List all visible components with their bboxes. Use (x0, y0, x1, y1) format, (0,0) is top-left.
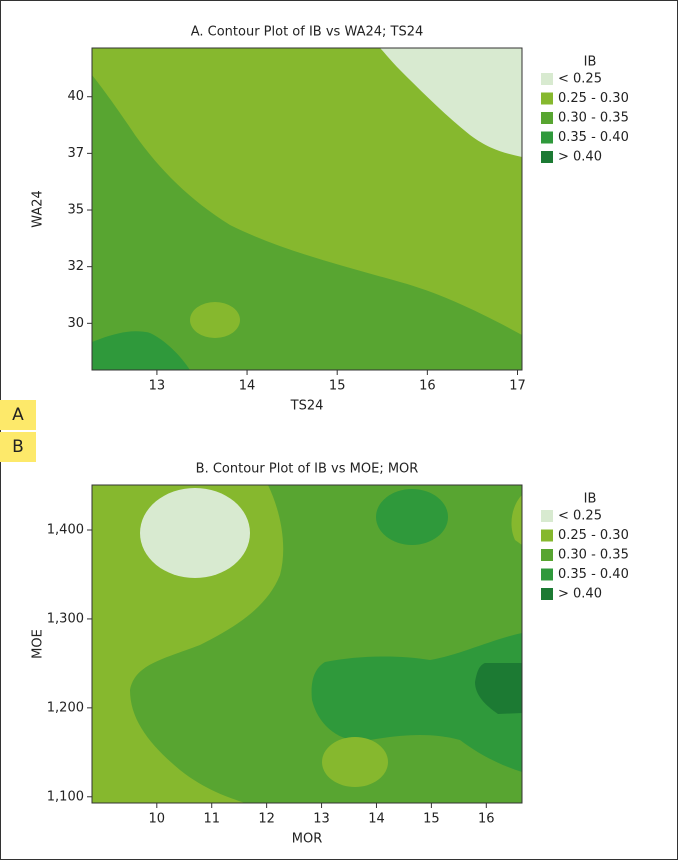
legend-title: IB (584, 55, 597, 70)
panel-label-box (0, 400, 36, 430)
plot-frame (91, 484, 523, 804)
legend-label: < 0.25 (558, 72, 602, 87)
chart-title: A. Contour Plot of IB vs WA24; TS24 (191, 25, 424, 40)
legend-swatch (541, 588, 553, 600)
contour-region (92, 331, 190, 370)
panel-b-regions (92, 485, 522, 803)
legend-swatch (541, 112, 553, 124)
legend-label: > 0.40 (558, 150, 602, 165)
x-tick-label: 11 (203, 812, 220, 827)
x-tick-label: 16 (419, 379, 436, 394)
y-tick-label: 30 (67, 316, 84, 331)
x-tick-label: 14 (368, 812, 385, 827)
y-tick-label: 1,100 (47, 789, 84, 804)
x-tick-label: 15 (423, 812, 440, 827)
plot-frame (91, 47, 523, 371)
contour-region (380, 48, 522, 157)
legend-swatch (541, 151, 553, 163)
y-tick-label: 1,200 (47, 700, 84, 715)
y-tick-label: 37 (67, 146, 84, 161)
contour-region (475, 663, 522, 714)
legend-label: > 0.40 (558, 587, 602, 602)
x-axis-title: MOR (292, 832, 322, 847)
x-tick-label: 13 (313, 812, 330, 827)
legend-label: 0.35 - 0.40 (558, 567, 629, 582)
legend-swatch (541, 529, 553, 542)
y-tick-label: 32 (67, 259, 84, 274)
panel-label-box (0, 432, 36, 462)
contour-region (322, 737, 388, 787)
panel-label: A (12, 405, 24, 425)
contour-region (92, 48, 522, 335)
y-axis-title: MOE (31, 629, 46, 659)
x-tick-label: 12 (258, 812, 275, 827)
contour-region (92, 485, 284, 803)
legend-swatch (541, 549, 553, 561)
legend-label: 0.35 - 0.40 (558, 130, 629, 145)
contour-region (190, 302, 240, 338)
legend-label: 0.25 - 0.30 (558, 91, 629, 106)
x-tick-label: 16 (478, 812, 495, 827)
legend-swatch (541, 73, 553, 85)
y-tick-label: 40 (67, 89, 84, 104)
y-tick-label: 35 (67, 203, 84, 218)
legend-label: 0.30 - 0.35 (558, 111, 629, 126)
legend-swatch (541, 510, 553, 522)
legend-label: < 0.25 (558, 509, 602, 524)
panel-label: B (12, 437, 24, 457)
contour-region (376, 489, 448, 545)
y-axis-title: WA24 (31, 190, 46, 228)
x-tick-label: 17 (509, 379, 526, 394)
contour-region (511, 495, 522, 545)
legend-title: IB (584, 492, 597, 507)
legend-swatch (541, 568, 553, 581)
contour-region (140, 488, 250, 578)
contour-region (311, 633, 522, 772)
x-tick-label: 10 (149, 812, 166, 827)
panel-a-regions (92, 48, 522, 370)
x-tick-label: 14 (239, 379, 256, 394)
x-tick-label: 15 (329, 379, 346, 394)
legend-swatch (541, 92, 553, 105)
legend-label: 0.25 - 0.30 (558, 528, 629, 543)
x-axis-title: TS24 (290, 399, 324, 414)
legend-swatch (541, 131, 553, 144)
chart-title: B. Contour Plot of IB vs MOE; MOR (196, 462, 419, 477)
x-tick-label: 13 (149, 379, 166, 394)
y-tick-label: 1,400 (47, 522, 84, 537)
legend-label: 0.30 - 0.35 (558, 548, 629, 563)
y-tick-label: 1,300 (47, 611, 84, 626)
